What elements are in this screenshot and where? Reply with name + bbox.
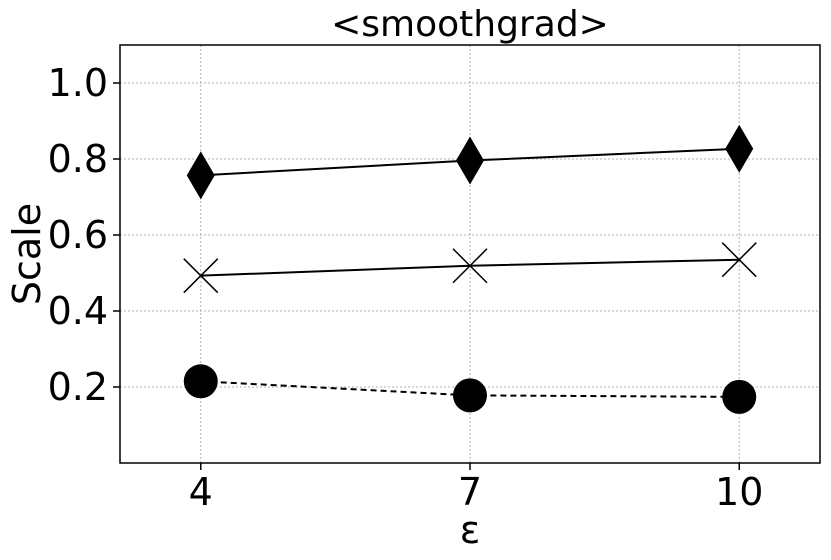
y-tick-label: 0.4 (48, 289, 108, 333)
y-tick-label: 1.0 (48, 61, 108, 105)
x-tick-label: 4 (189, 470, 213, 514)
diamond-marker (725, 124, 754, 173)
y-tick-label: 0.8 (48, 137, 108, 181)
x-marker-stroke (452, 248, 488, 284)
circle-marker (722, 379, 757, 414)
diamond-marker (456, 136, 484, 185)
x-axis-title: ε (460, 508, 481, 552)
y-tick-label: 0.2 (48, 365, 108, 409)
circle-marker (453, 378, 487, 413)
circle-marker (183, 364, 218, 399)
x-tick-label: 7 (458, 470, 482, 514)
y-axis-title: Scale (5, 203, 49, 305)
x-marker-stroke (721, 242, 757, 278)
y-tick-label: 0.6 (48, 213, 108, 257)
x-marker (452, 248, 488, 284)
x-marker (183, 258, 219, 294)
diamond-marker (186, 151, 215, 200)
ticks: 4 7 10 0.2 0.4 0.6 0.8 1.0 (48, 61, 764, 514)
x-marker-stroke (183, 258, 219, 294)
series-layer (183, 124, 757, 414)
x-marker (721, 242, 757, 278)
x-tick-label: 10 (715, 470, 763, 514)
chart-title: <smoothgrad> (331, 4, 609, 45)
